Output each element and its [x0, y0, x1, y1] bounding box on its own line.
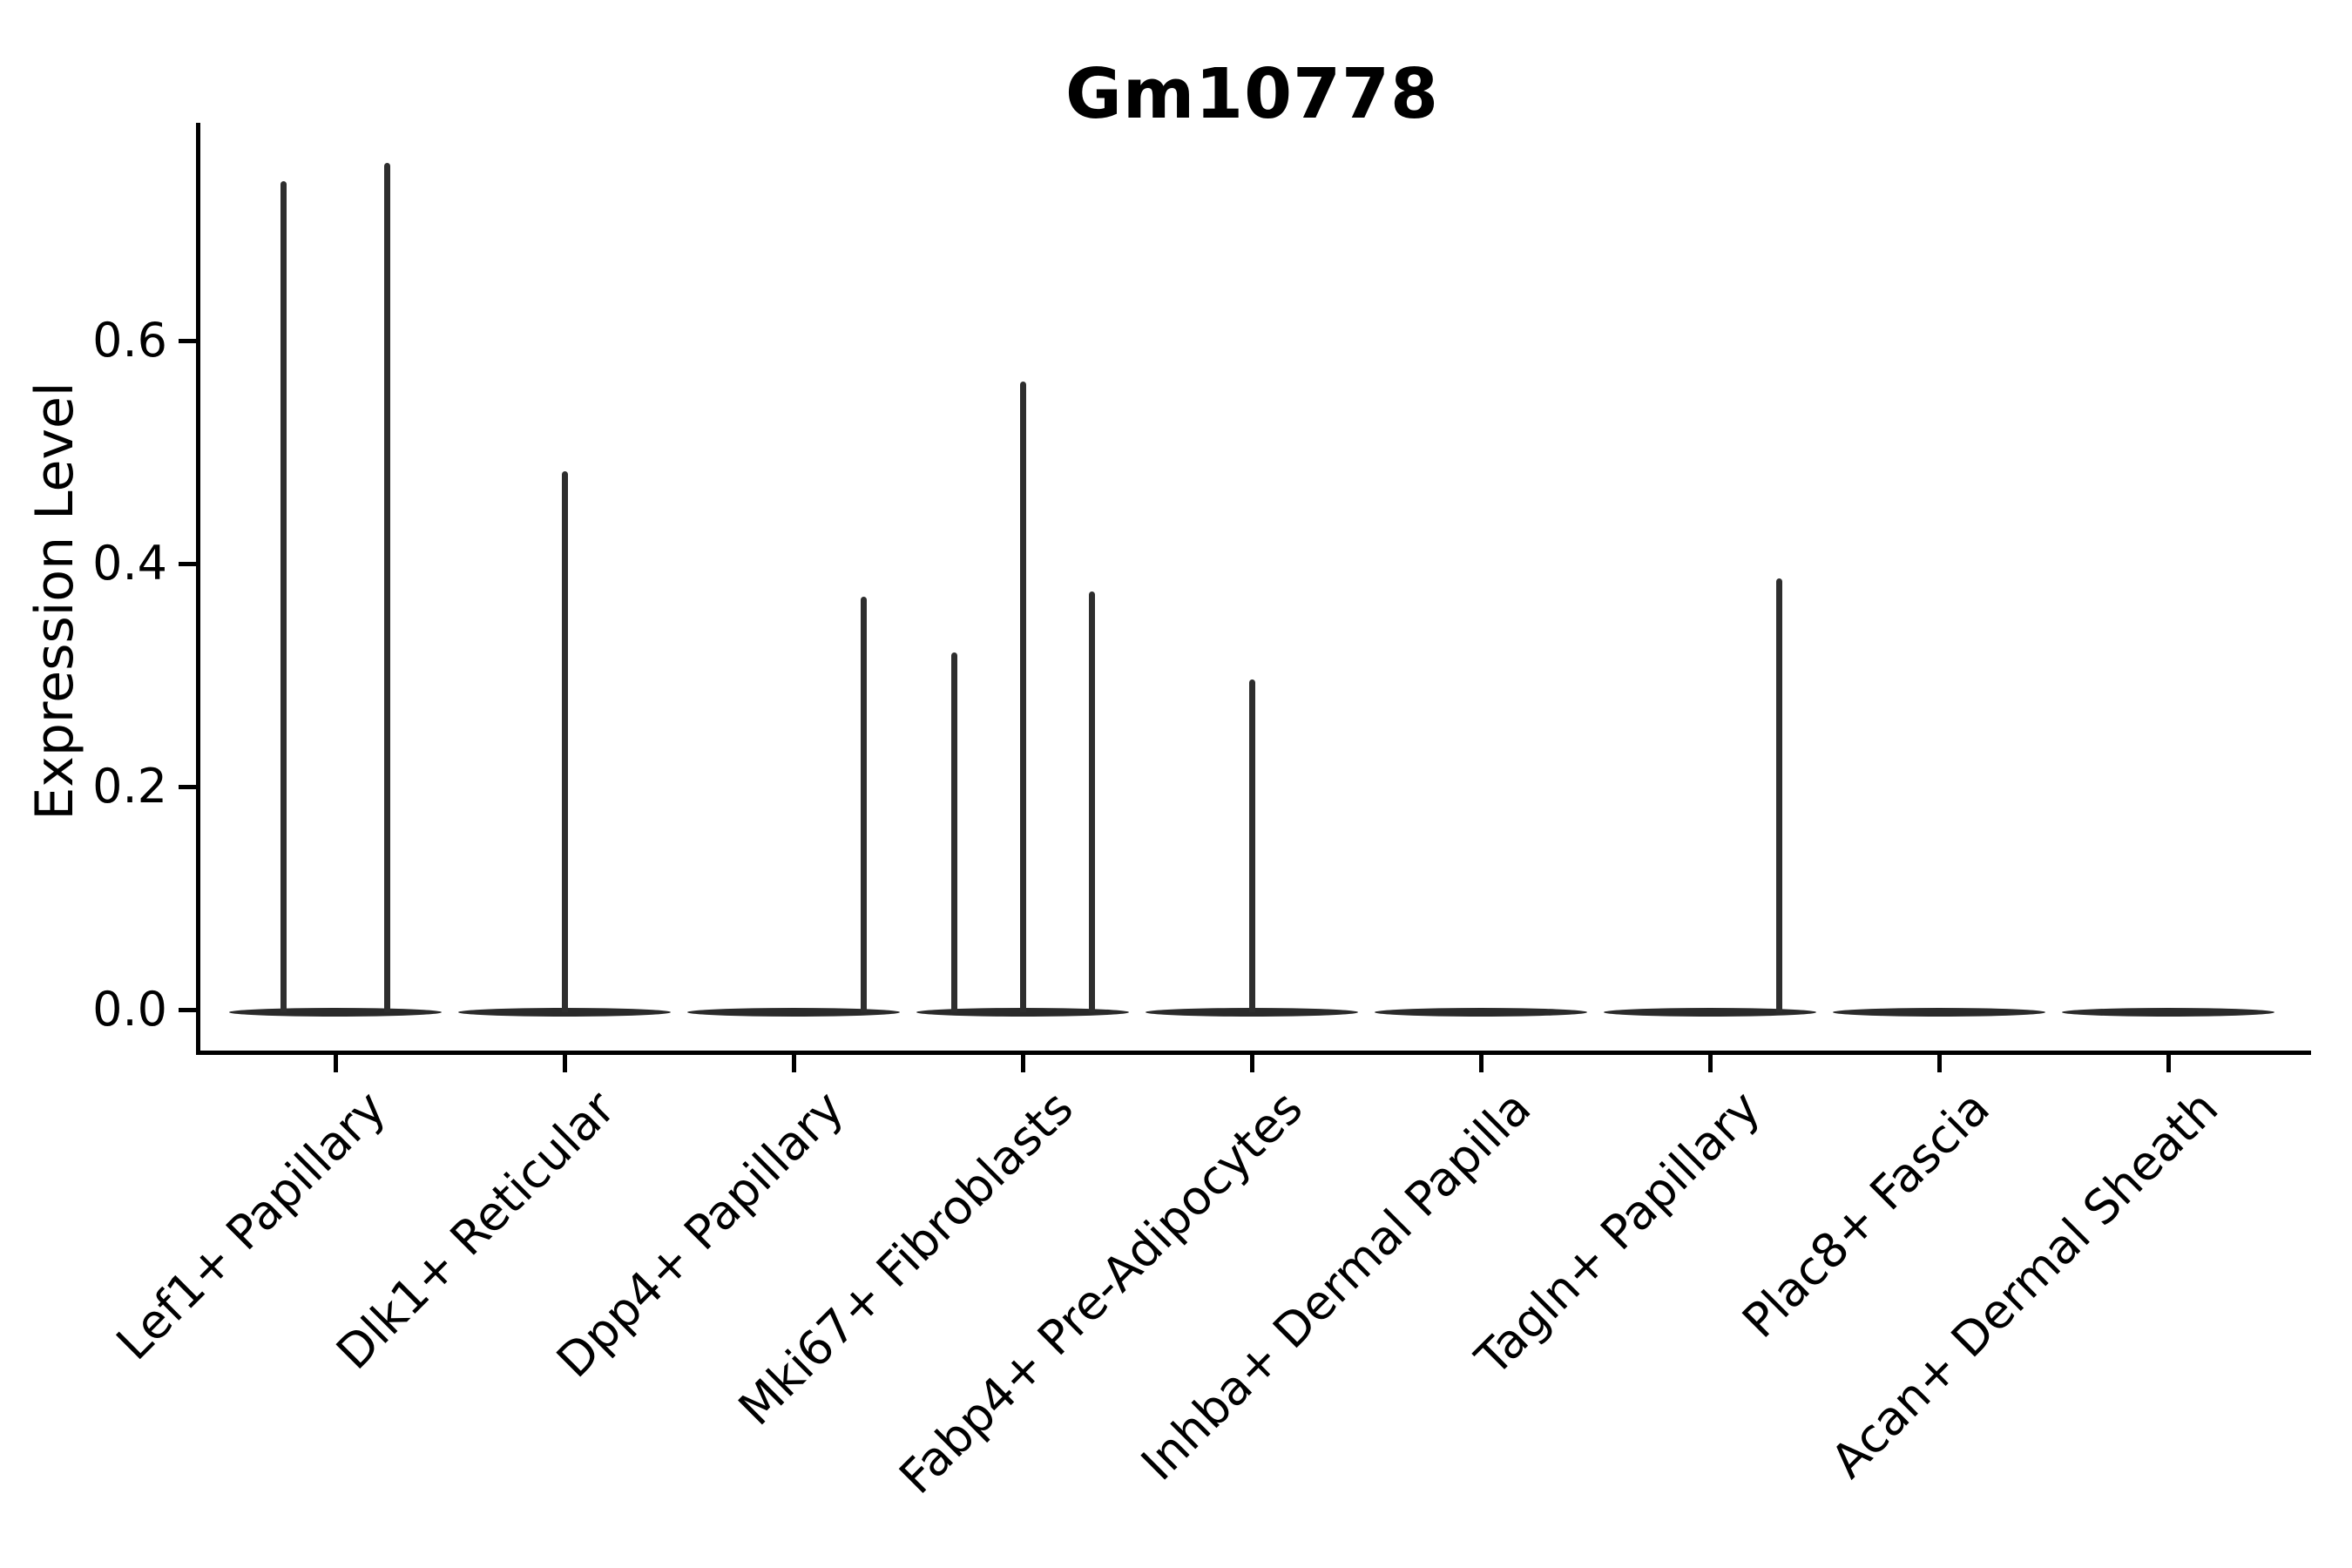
x-tick-label-5: Fabp4+ Pre-Adipocytes	[888, 1080, 1313, 1504]
x-tick-8	[1936, 1055, 1942, 1072]
y-tick-0.4	[179, 561, 196, 566]
y-tick-label-0.4: 0.4	[92, 536, 167, 591]
x-tick-7	[1707, 1055, 1713, 1072]
x-tick-label-8: Plac8+ Fascia	[1731, 1080, 2000, 1348]
violin-body-2	[458, 1008, 671, 1017]
violin-spike-4-1	[950, 652, 957, 1012]
y-tick-0.6	[179, 338, 196, 343]
violin-spike-1-1	[280, 180, 287, 1012]
y-tick-label-0.6: 0.6	[92, 313, 167, 368]
violin-body-1	[229, 1008, 442, 1017]
y-tick-0.0	[179, 1007, 196, 1012]
x-tick-label-6: Inhba+ Dermal Papilla	[1131, 1080, 1542, 1491]
x-tick-1	[333, 1055, 338, 1072]
violin-spike-1-2	[383, 163, 390, 1012]
violin-spike-4-2	[1019, 382, 1026, 1012]
y-tick-0.2	[179, 784, 196, 789]
x-tick-4	[1020, 1055, 1025, 1072]
x-tick-6	[1478, 1055, 1484, 1072]
violin-spike-3-1	[860, 597, 867, 1012]
chart-title: Gm10778	[1064, 54, 1439, 134]
x-tick-5	[1249, 1055, 1254, 1072]
violin-spike-5-1	[1248, 679, 1255, 1012]
violin-spike-4-3	[1088, 591, 1095, 1012]
y-axis-label: Expression Level	[24, 382, 85, 821]
violin-body-9	[2062, 1008, 2274, 1017]
violin-body-5	[1146, 1008, 1358, 1017]
violin-body-6	[1375, 1008, 1587, 1017]
violin-body-7	[1604, 1008, 1816, 1017]
violin-body-4	[916, 1008, 1129, 1017]
violin-spike-7-1	[1775, 578, 1782, 1012]
x-axis-spine	[196, 1051, 2311, 1055]
violin-spike-2-1	[561, 470, 568, 1012]
y-axis-spine	[196, 123, 200, 1053]
y-tick-label-0.2: 0.2	[92, 759, 167, 814]
x-tick-9	[2166, 1055, 2171, 1072]
x-tick-2	[562, 1055, 567, 1072]
y-tick-label-0.0: 0.0	[92, 982, 167, 1037]
violin-body-8	[1833, 1008, 2045, 1017]
x-tick-3	[791, 1055, 796, 1072]
violin-body-3	[687, 1008, 900, 1017]
x-tick-label-9: Acan+ Dermal Sheath	[1821, 1080, 2229, 1489]
